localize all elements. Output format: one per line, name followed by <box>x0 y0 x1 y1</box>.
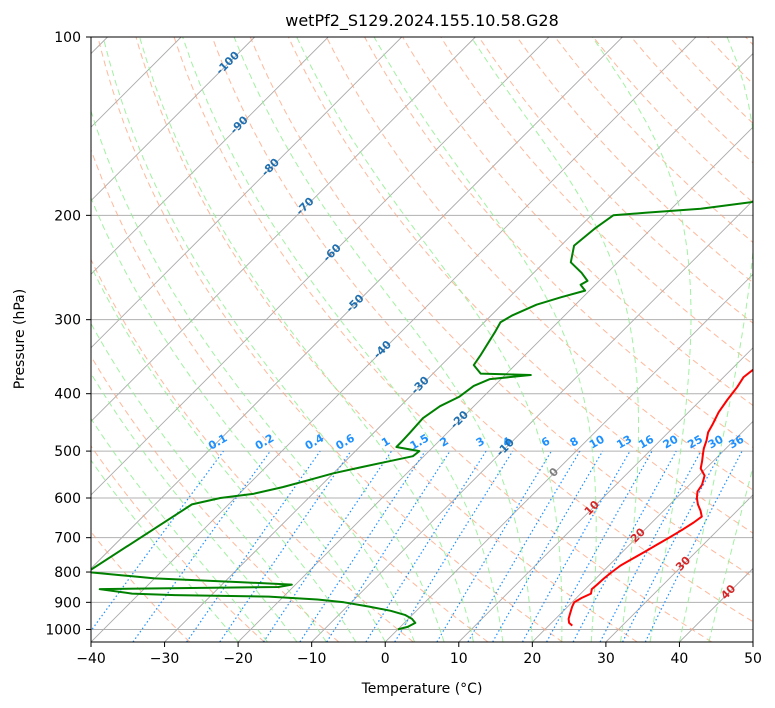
x-tick-label: −20 <box>223 651 253 667</box>
dry-adiabat-line <box>364 37 753 449</box>
mixing-ratio-line <box>299 450 426 642</box>
moist-adiabat-line <box>91 196 386 642</box>
x-tick-label: 20 <box>523 651 541 667</box>
moist-adiabat-line <box>470 37 639 642</box>
y-tick-label: 400 <box>54 387 81 403</box>
x-axis: −40 −30 −20 −10 0 10 20 30 40 50 <box>76 642 762 667</box>
dry-adiabat-line <box>326 37 753 491</box>
dry-adiabat-line <box>478 37 753 324</box>
dry-adiabat-line <box>592 37 753 204</box>
moist-adiabat-line <box>591 37 692 642</box>
mixing-ratio-line <box>186 450 321 642</box>
background-lines <box>91 37 753 642</box>
moist-adiabat-line <box>708 465 753 642</box>
y-tick-label: 100 <box>54 30 81 46</box>
mixing-ratio-line <box>644 450 743 642</box>
x-tick-label: −10 <box>297 651 327 667</box>
dry-adiabat-line <box>91 258 414 642</box>
dry-adiabat-line <box>173 37 713 642</box>
dry-adiabat-line <box>402 37 753 407</box>
y-axis-label: Pressure (hPa) <box>12 289 28 389</box>
data-series <box>91 200 753 631</box>
moist-adiabat-line <box>233 37 533 642</box>
chart-title: wetPf2_S129.2024.155.10.58.G28 <box>285 11 559 31</box>
mixing-ratio-line <box>262 450 392 642</box>
x-tick-label: 40 <box>671 651 689 667</box>
mixing-ratio-line <box>91 450 224 632</box>
x-axis-label: Temperature (°C) <box>361 681 483 697</box>
dry-adiabat-line <box>97 37 563 642</box>
isotherm-line <box>91 37 476 422</box>
moist-adiabat-line <box>91 109 416 642</box>
isotherm-line <box>91 37 623 570</box>
mixing-ratio-line <box>521 450 631 642</box>
y-tick-label: 800 <box>54 565 81 581</box>
moist-adiabat-line <box>91 417 268 642</box>
isotherm-line <box>237 126 753 642</box>
y-tick-label: 500 <box>54 444 81 460</box>
moist-adiabat-line <box>678 37 753 642</box>
moist-adiabat-line <box>296 37 563 642</box>
y-axis: 100 200 300 400 500 600 700 800 900 1000 <box>45 30 91 638</box>
y-tick-label: 300 <box>54 313 81 329</box>
mixing-ratio-line <box>219 450 352 642</box>
temperature-profile-line <box>567 368 753 627</box>
x-tick-label: 0 <box>381 651 390 667</box>
moist-adiabat-line <box>91 322 327 642</box>
isotherm-line <box>458 347 753 642</box>
isotherm-line <box>605 494 753 642</box>
mixing-ratio-line <box>326 450 451 642</box>
moist-adiabat-line <box>139 37 474 642</box>
dewpoint-profile-line <box>91 200 753 631</box>
moist-adiabat-line <box>182 37 504 642</box>
moist-adiabat-line <box>373 37 597 642</box>
isotherm-line <box>532 420 753 642</box>
x-tick-label: 50 <box>744 651 762 667</box>
isotherm-line <box>91 37 255 202</box>
mixing-ratio-line <box>394 450 514 642</box>
y-tick-label: 200 <box>54 208 81 224</box>
isotherm-line <box>384 273 753 642</box>
isotherm-line <box>91 37 550 496</box>
dry-adiabat-line <box>630 37 753 164</box>
mixing-ratio-line <box>546 450 653 642</box>
y-tick-label: 700 <box>54 531 81 547</box>
y-tick-label: 1000 <box>45 622 81 638</box>
x-tick-label: −40 <box>76 651 106 667</box>
isotherm-line <box>91 37 329 275</box>
y-tick-label: 900 <box>54 595 81 611</box>
mixing-ratio-line <box>132 450 271 642</box>
moist-adiabat-line <box>102 37 445 642</box>
x-tick-label: 10 <box>450 651 468 667</box>
plot-frame <box>90 36 754 643</box>
dry-adiabat-line <box>135 37 638 642</box>
dry-adiabat-line <box>249 37 753 578</box>
isotherm-line <box>164 52 753 642</box>
x-tick-label: −30 <box>150 651 180 667</box>
mixing-ratio-line <box>572 450 677 642</box>
moist-adiabat-line <box>91 459 239 642</box>
y-tick-label: 600 <box>54 491 81 507</box>
moist-adiabat-line <box>91 372 298 642</box>
isotherm-line <box>91 37 403 349</box>
dry-adiabat-line <box>287 37 753 534</box>
x-tick-label: 30 <box>597 651 615 667</box>
dry-adiabat-line <box>91 445 265 642</box>
isotherm-line <box>91 37 697 642</box>
